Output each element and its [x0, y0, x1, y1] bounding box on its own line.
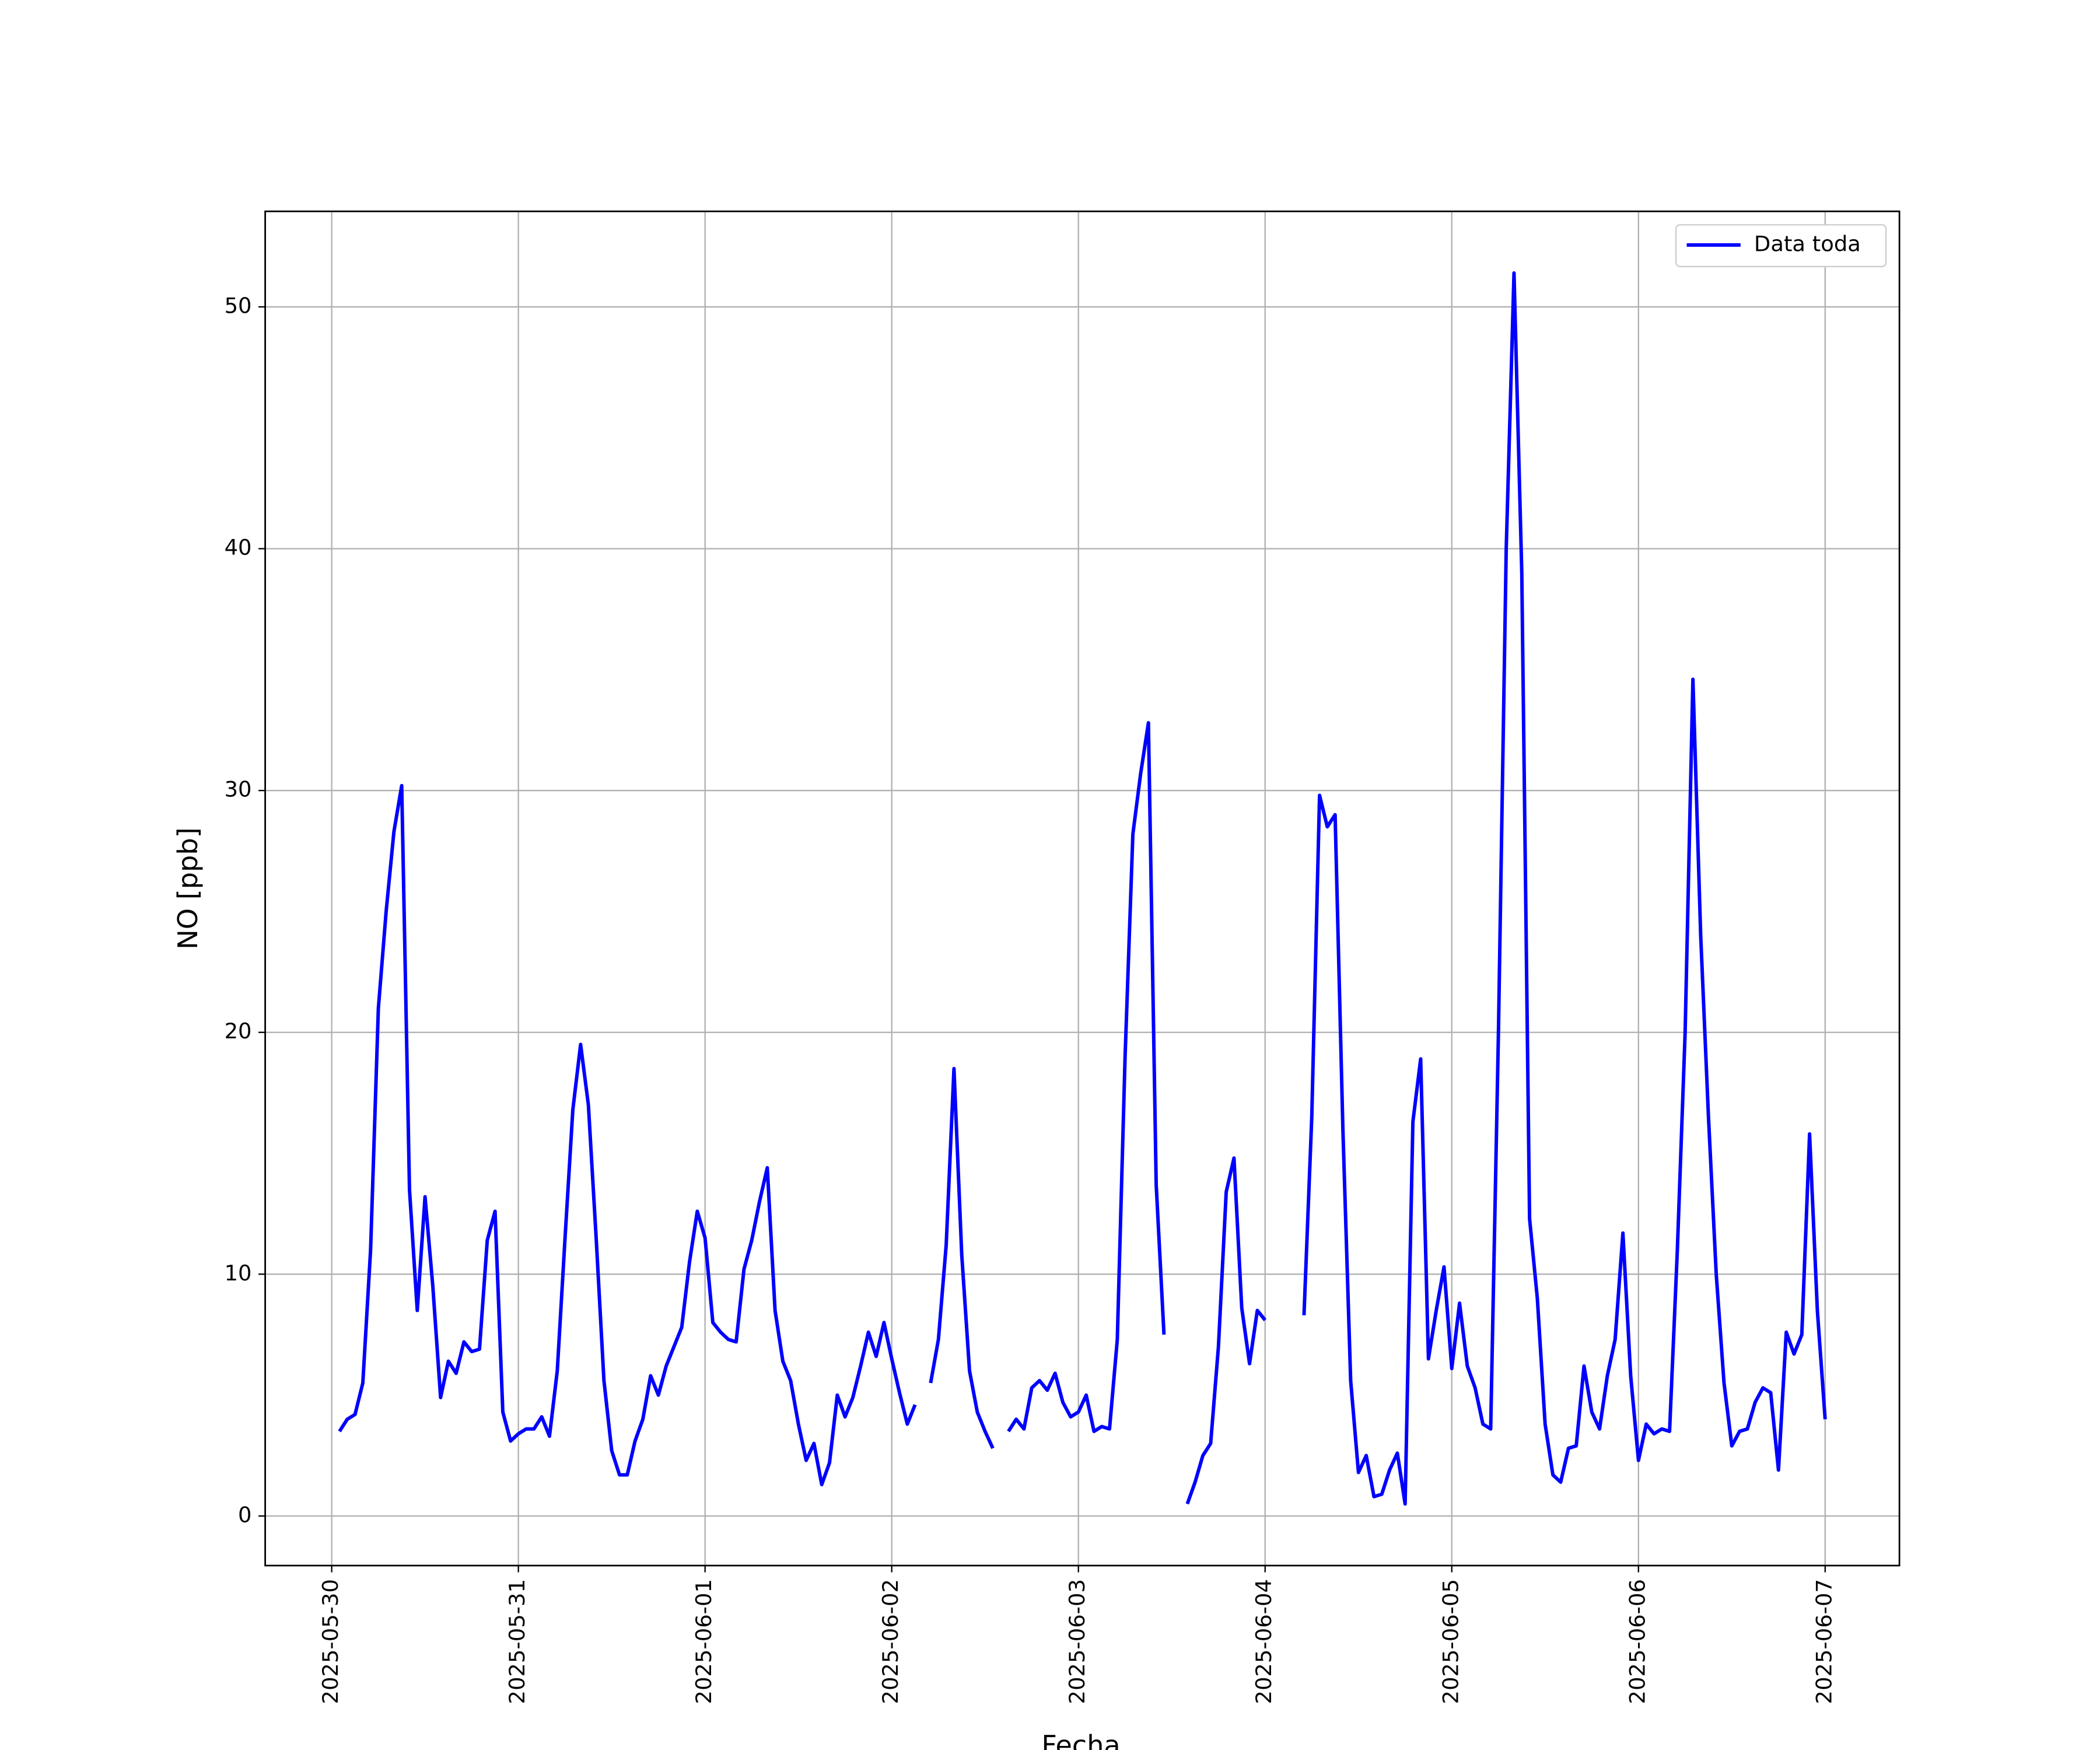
- x-tick-label: 2025-06-02: [878, 1579, 903, 1704]
- data-line: [338, 271, 1827, 1506]
- x-tick-label: 2025-06-05: [1438, 1579, 1463, 1704]
- plot-frame: [264, 210, 1901, 1567]
- y-axis-label: NO [ppb]: [172, 827, 204, 949]
- x-tick-label: 2025-05-30: [318, 1579, 343, 1704]
- y-tick-label: 40: [225, 535, 252, 560]
- x-tick-label: 2025-06-01: [691, 1579, 716, 1704]
- x-tick-label: 2025-06-07: [1811, 1579, 1836, 1704]
- y-tick-label: 20: [225, 1019, 252, 1044]
- x-axis-label: Fecha: [1041, 1730, 1120, 1750]
- x-tick-label: 2025-06-03: [1065, 1579, 1090, 1704]
- x-tick-label: 2025-06-04: [1251, 1579, 1276, 1704]
- y-tick-label: 50: [225, 293, 252, 318]
- legend-label: Data toda: [1754, 232, 1861, 257]
- x-tick-label: 2025-06-06: [1625, 1579, 1650, 1704]
- legend-box: [1675, 224, 1887, 268]
- y-tick-label: 0: [238, 1502, 251, 1527]
- x-tick-label: 2025-05-31: [505, 1579, 530, 1704]
- y-tick-label: 30: [225, 777, 252, 802]
- y-tick-label: 10: [225, 1261, 252, 1286]
